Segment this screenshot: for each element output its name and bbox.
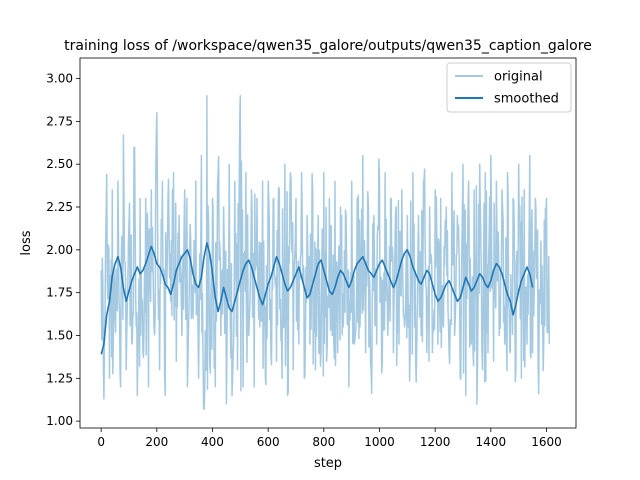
y-tick-label: 3.00 <box>46 72 73 86</box>
y-tick-label: 2.25 <box>46 200 73 214</box>
x-tick-label: 200 <box>145 435 168 449</box>
y-tick-label: 1.75 <box>46 286 73 300</box>
x-axis: 0 200 400 600 800 1000 1200 1400 1600 <box>97 428 562 449</box>
x-tick-label: 1000 <box>364 435 395 449</box>
chart-title: training loss of /workspace/qwen35_galor… <box>64 38 592 54</box>
plot-area <box>80 58 576 428</box>
x-tick-label: 600 <box>257 435 280 449</box>
y-axis-label: loss <box>19 230 34 255</box>
plot-frame <box>79 57 577 429</box>
x-tick-label: 1400 <box>476 435 507 449</box>
y-tick-label: 1.25 <box>46 371 73 385</box>
x-tick-label: 400 <box>201 435 224 449</box>
y-tick-label: 1.00 <box>46 414 73 428</box>
x-tick-label: 0 <box>97 435 105 449</box>
series-line-smoothed <box>100 242 534 355</box>
legend: original smoothed <box>446 62 572 113</box>
x-tick-label: 800 <box>312 435 335 449</box>
x-tick-label: 1600 <box>531 435 562 449</box>
x-tick-label: 1200 <box>420 435 451 449</box>
legend-label-original: original <box>494 70 543 85</box>
y-tick-label: 1.50 <box>46 329 73 343</box>
y-tick-label: 2.75 <box>46 114 73 128</box>
x-axis-label: step <box>314 456 342 471</box>
legend-box <box>446 62 572 113</box>
y-axis: 1.00 1.25 1.50 1.75 2.00 2.25 2.50 2.75 3.00 <box>46 72 80 428</box>
series-line-original <box>100 94 551 410</box>
y-tick-label: 2.50 <box>46 157 73 171</box>
y-tick-label: 2.00 <box>46 243 73 257</box>
legend-label-smoothed: smoothed <box>494 92 559 107</box>
